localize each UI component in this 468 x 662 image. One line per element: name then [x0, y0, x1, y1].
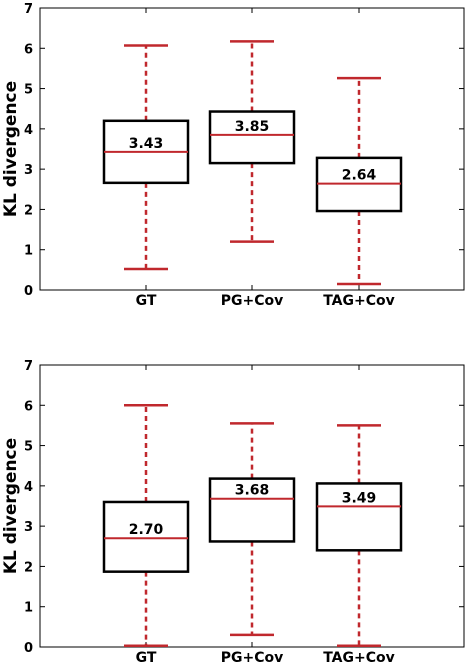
- box-tag-cov: 2.64 TAG+Cov: [315, 8, 403, 309]
- y-tick-label: 6: [24, 42, 33, 57]
- y-tick-label: 5: [24, 83, 33, 98]
- y-tick-label: 2: [24, 203, 33, 218]
- y-tick-label: 0: [24, 284, 33, 299]
- x-category-label: TAG+Cov: [323, 293, 395, 309]
- box-pg-cov: 3.85 PG+Cov: [208, 8, 296, 309]
- y-tick-label: 1: [24, 601, 33, 616]
- median-value-label: 2.64: [342, 168, 377, 184]
- x-category-label: GT: [136, 650, 157, 662]
- y-tick-label: 0: [24, 641, 33, 656]
- y-tick-label: 3: [24, 163, 33, 178]
- y-tick-label: 6: [24, 399, 33, 414]
- box-pg-cov: 3.68 PG+Cov: [208, 365, 296, 662]
- y-tick-label: 7: [24, 359, 33, 374]
- iqr-box: [208, 477, 296, 543]
- y-tick-label: 1: [24, 244, 33, 259]
- y-tick-label: 5: [24, 440, 33, 455]
- box-gt: 3.43 GT: [102, 8, 190, 309]
- median-value-label: 3.49: [342, 490, 377, 506]
- y-axis-label: KL divergence: [1, 438, 21, 574]
- median-value-label: 2.70: [129, 522, 164, 538]
- y-tick-label: 7: [24, 2, 33, 17]
- iqr-box: [315, 482, 403, 552]
- x-category-label: TAG+Cov: [323, 650, 395, 662]
- median-value-label: 3.68: [235, 483, 270, 499]
- chart-panel-2: 0 1 2 3 4 5 6 7 KL divergence 2.70 GT 3.68 PG+Cov 3.4…: [1, 359, 465, 662]
- x-category-label: GT: [136, 293, 157, 309]
- y-tick-label: 4: [24, 480, 33, 495]
- y-tick-label: 4: [24, 123, 33, 138]
- chart-panel-1: 0 1 2 3 4 5 6 7 KL divergence 3.43 GT 3.85 PG+Cov 2.6…: [1, 2, 465, 309]
- median-value-label: 3.85: [235, 119, 270, 135]
- y-tick-label: 2: [24, 560, 33, 575]
- iqr-box: [102, 500, 190, 573]
- y-tick-label: 3: [24, 520, 33, 535]
- y-axis-label: KL divergence: [1, 81, 21, 217]
- median-value-label: 3.43: [129, 136, 164, 152]
- iqr-box: [208, 110, 296, 165]
- x-category-label: PG+Cov: [221, 293, 284, 309]
- box-gt: 2.70 GT: [102, 365, 190, 662]
- x-category-label: PG+Cov: [221, 650, 284, 662]
- box-tag-cov: 3.49 TAG+Cov: [315, 365, 403, 662]
